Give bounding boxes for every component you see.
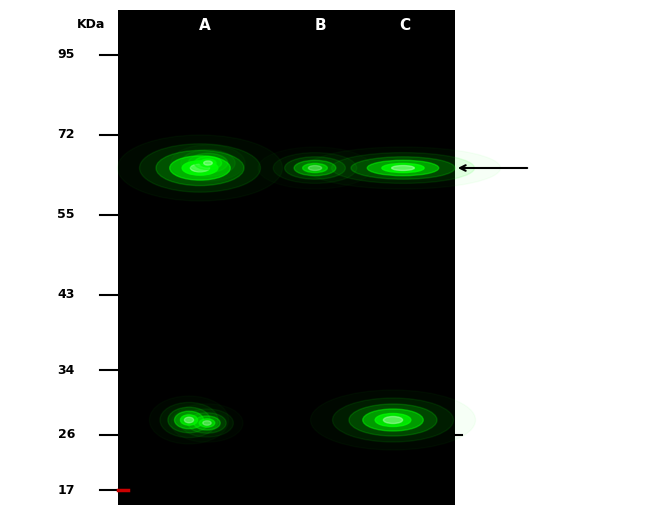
Ellipse shape [170, 156, 230, 180]
Ellipse shape [190, 164, 209, 172]
Text: 34: 34 [58, 363, 75, 376]
Ellipse shape [160, 402, 218, 438]
Ellipse shape [200, 159, 216, 167]
Ellipse shape [181, 409, 233, 437]
Text: B: B [314, 18, 326, 33]
Ellipse shape [384, 417, 402, 424]
Text: A: A [199, 18, 211, 33]
Ellipse shape [349, 404, 437, 436]
Text: 26: 26 [58, 429, 75, 442]
Ellipse shape [391, 166, 415, 170]
Text: 72: 72 [57, 129, 75, 142]
Ellipse shape [333, 398, 454, 442]
Ellipse shape [332, 153, 474, 183]
Text: KDa: KDa [77, 18, 105, 31]
Ellipse shape [140, 144, 261, 192]
Ellipse shape [363, 409, 423, 431]
Ellipse shape [294, 160, 336, 176]
Bar [118, 10, 455, 505]
Text: C: C [400, 18, 411, 33]
Ellipse shape [168, 407, 210, 433]
Ellipse shape [273, 153, 357, 183]
Ellipse shape [285, 157, 345, 179]
Ellipse shape [367, 160, 439, 176]
Ellipse shape [375, 414, 411, 427]
Text: 55: 55 [57, 209, 75, 222]
Ellipse shape [203, 161, 213, 165]
Text: 17: 17 [57, 484, 75, 497]
Ellipse shape [181, 415, 198, 425]
Ellipse shape [185, 417, 194, 423]
Ellipse shape [351, 157, 455, 179]
Ellipse shape [181, 149, 235, 176]
Ellipse shape [203, 421, 211, 425]
Ellipse shape [188, 413, 226, 433]
Ellipse shape [156, 151, 244, 186]
Ellipse shape [194, 416, 220, 430]
Text: 43: 43 [58, 289, 75, 302]
Ellipse shape [194, 156, 222, 170]
Ellipse shape [188, 153, 228, 173]
Ellipse shape [308, 166, 322, 170]
Ellipse shape [382, 163, 424, 172]
Text: 95: 95 [58, 48, 75, 61]
Ellipse shape [199, 419, 215, 427]
Ellipse shape [182, 161, 218, 175]
Ellipse shape [303, 163, 328, 172]
Ellipse shape [174, 411, 203, 429]
